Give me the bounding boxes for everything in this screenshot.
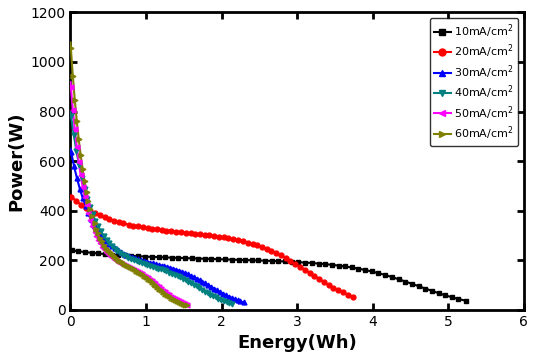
- Legend: 10mA/cm$^2$, 20mA/cm$^2$, 30mA/cm$^2$, 40mA/cm$^2$, 50mA/cm$^2$, 60mA/cm$^2$: 10mA/cm$^2$, 20mA/cm$^2$, 30mA/cm$^2$, 4…: [430, 18, 518, 146]
- X-axis label: Energy(Wh): Energy(Wh): [237, 334, 357, 352]
- Y-axis label: Power(W): Power(W): [7, 111, 25, 211]
